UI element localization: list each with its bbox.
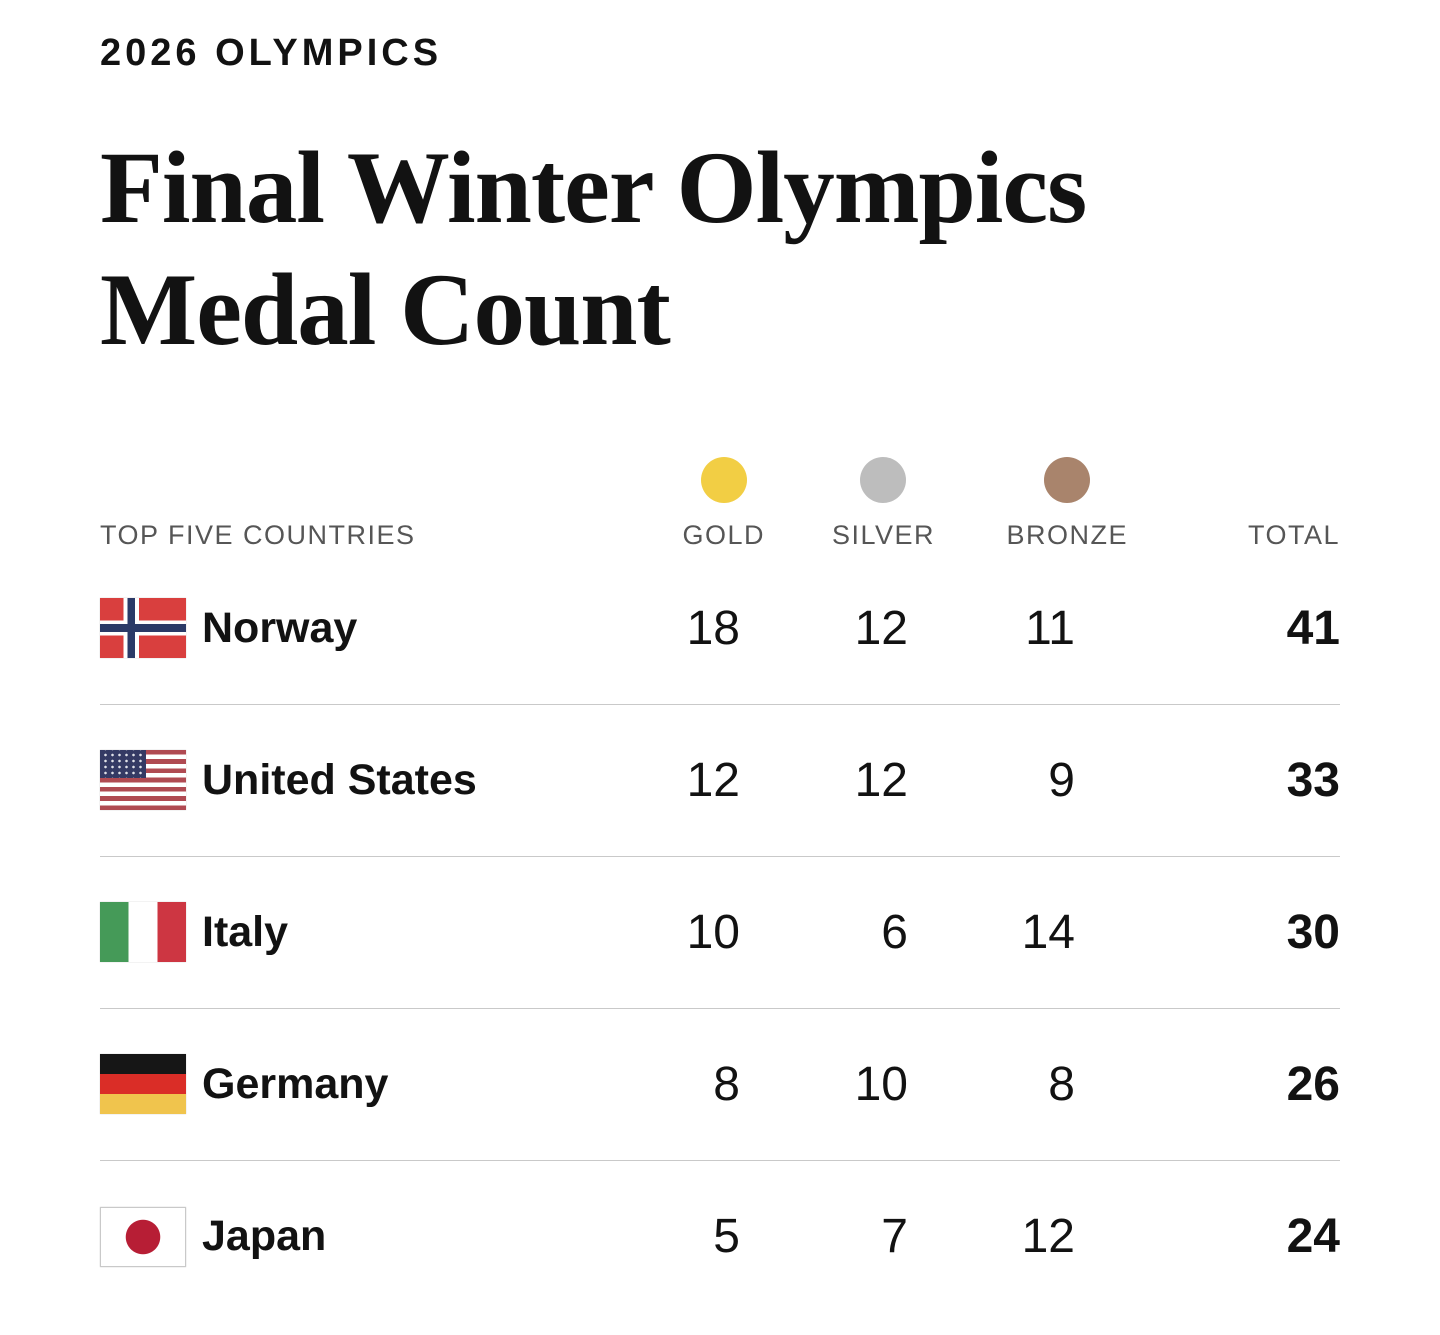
column-header-total: TOTAL [1247, 519, 1340, 550]
total-count: 33 [1286, 753, 1340, 807]
silver-count: 6 [881, 905, 908, 959]
country-name: Germany [202, 1059, 389, 1108]
country-cell: Germany [100, 1054, 540, 1115]
bronze-count: 9 [1048, 753, 1075, 807]
silver-count: 12 [854, 753, 908, 807]
kicker: 2026 OLYMPICS [100, 32, 443, 74]
bronze-count: 12 [1021, 1210, 1075, 1264]
gold-count: 18 [686, 601, 740, 655]
column-header-bronze: BRONZE [908, 456, 1127, 553]
column-header-silver-label: SILVER [831, 519, 935, 550]
country-name: Norway [202, 603, 358, 652]
silver-count: 10 [854, 1057, 908, 1111]
total-count: 26 [1286, 1057, 1340, 1111]
norway-flag-icon [100, 598, 186, 659]
table-row-norway: Norway 18 12 11 41 [100, 553, 1340, 705]
germany-flag-icon [100, 1054, 186, 1115]
page-title: Final Winter Olympics Medal Count [100, 127, 1340, 371]
bronze-medal-icon [1044, 456, 1091, 503]
bronze-count: 14 [1021, 905, 1075, 959]
japan-flag-icon [100, 1206, 186, 1267]
table-row-italy: Italy 10 6 14 30 [100, 857, 1340, 1009]
total-count: 30 [1286, 905, 1340, 959]
silver-count: 12 [854, 601, 908, 655]
italy-flag-icon [100, 902, 186, 963]
country-cell: Norway [100, 598, 540, 659]
gold-count: 5 [713, 1210, 740, 1264]
total-count: 41 [1286, 601, 1340, 655]
united-states-flag-icon [100, 750, 186, 811]
column-header-gold: GOLD [540, 456, 764, 553]
silver-count: 7 [881, 1210, 908, 1264]
table-row-germany: Germany 8 10 8 26 [100, 1009, 1340, 1161]
country-cell: Japan [100, 1206, 540, 1267]
gold-count: 12 [686, 753, 740, 807]
page-title-line-2: Medal Count [100, 252, 671, 367]
table-row-japan: Japan 5 7 12 24 [100, 1161, 1340, 1313]
country-name: United States [202, 755, 477, 804]
country-name: Italy [202, 907, 289, 956]
column-header-gold-label: GOLD [682, 519, 765, 550]
page-title-line-1: Final Winter Olympics [100, 130, 1087, 245]
country-name: Japan [202, 1212, 327, 1261]
gold-count: 10 [686, 905, 740, 959]
medal-table: TOP FIVE COUNTRIES GOLD SILVER BRONZE [100, 456, 1340, 1313]
table-header-row: TOP FIVE COUNTRIES GOLD SILVER BRONZE [100, 456, 1340, 553]
table-row-united-states: United States 12 12 9 33 [100, 705, 1340, 857]
column-header-bronze-label: BRONZE [1006, 519, 1128, 550]
column-header-countries: TOP FIVE COUNTRIES [100, 519, 416, 550]
gold-count: 8 [713, 1057, 740, 1111]
country-cell: Italy [100, 902, 540, 963]
silver-medal-icon [860, 456, 907, 503]
total-count: 24 [1286, 1210, 1340, 1264]
bronze-count: 11 [1025, 601, 1075, 655]
country-cell: United States [100, 750, 540, 811]
column-header-silver: SILVER [740, 456, 933, 553]
gold-medal-icon [700, 456, 747, 503]
bronze-count: 8 [1048, 1057, 1075, 1111]
